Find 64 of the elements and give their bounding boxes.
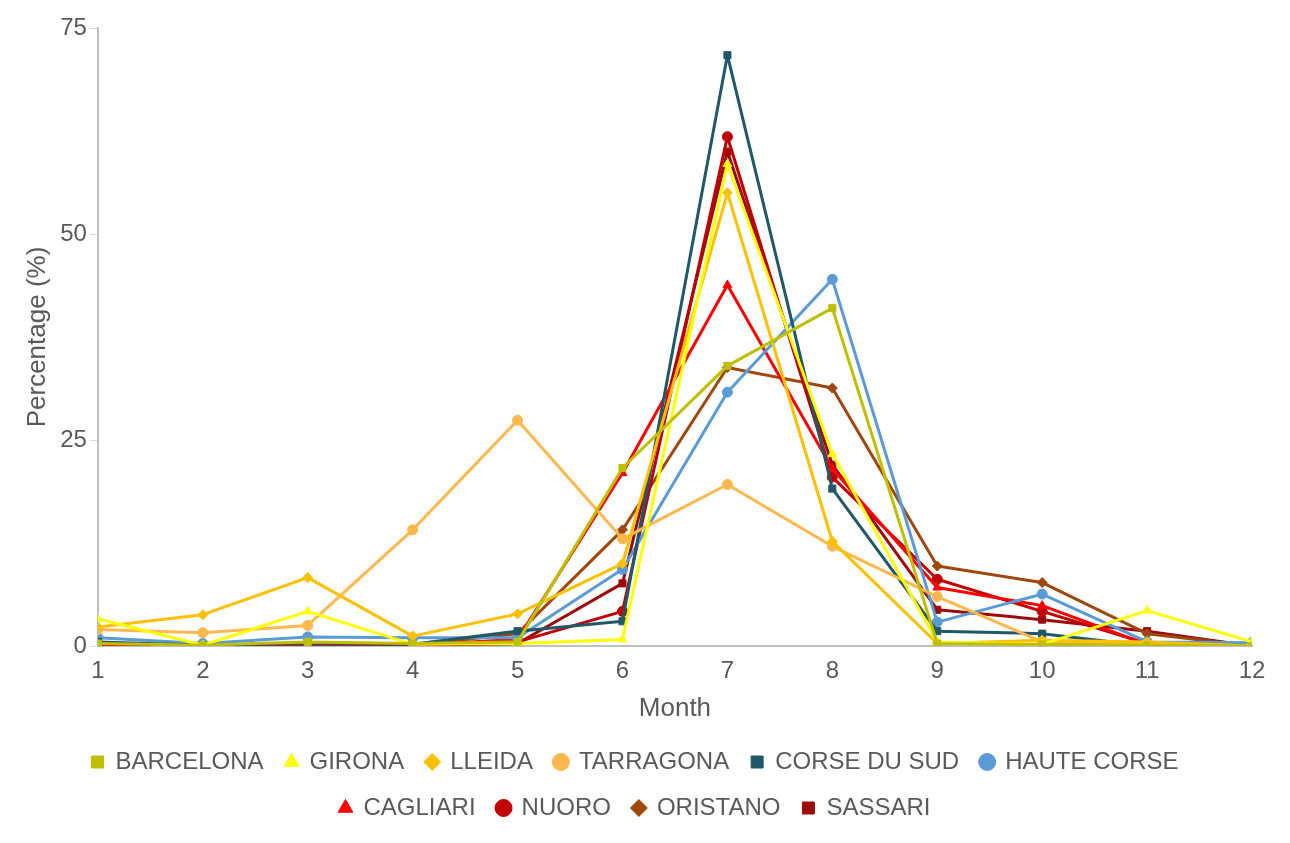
y-axis-title: Percentage (%) bbox=[20, 246, 51, 428]
y-tick-label: 25 bbox=[60, 424, 87, 452]
point bbox=[827, 448, 838, 458]
legend-label: CORSE DU SUD bbox=[775, 746, 960, 774]
point bbox=[1038, 615, 1047, 624]
point bbox=[302, 619, 314, 631]
point bbox=[826, 382, 838, 394]
x-tick-label: 11 bbox=[1134, 656, 1160, 684]
point bbox=[302, 605, 313, 615]
point bbox=[828, 484, 837, 493]
x-tick-label: 4 bbox=[405, 656, 420, 684]
point bbox=[512, 608, 524, 620]
legend-label: GIRONA bbox=[309, 746, 405, 774]
point bbox=[512, 414, 524, 426]
y-tick-label: 75 bbox=[60, 12, 87, 40]
y-tick-label: 0 bbox=[73, 630, 87, 658]
x-tick-label: 8 bbox=[825, 656, 840, 684]
legend-label: BARCELONA bbox=[115, 746, 264, 774]
x-tick-label: 5 bbox=[510, 656, 525, 684]
x-tick-label: 9 bbox=[930, 656, 944, 684]
point bbox=[618, 463, 627, 473]
point bbox=[618, 579, 627, 588]
point bbox=[616, 533, 628, 545]
legend-label: TARRAGONA bbox=[578, 746, 730, 774]
x-tick-label: 1 bbox=[91, 656, 105, 684]
x-axis-title: Month bbox=[638, 691, 712, 722]
point bbox=[617, 633, 628, 643]
point bbox=[931, 591, 943, 603]
legend-label: CAGLIARI bbox=[363, 792, 476, 820]
legend-label: ORISTANO bbox=[656, 792, 781, 820]
point bbox=[722, 158, 733, 167]
x-tick-label: 10 bbox=[1028, 656, 1056, 684]
point bbox=[931, 616, 943, 628]
point bbox=[931, 560, 943, 572]
point bbox=[513, 627, 522, 636]
x-tick-label: 12 bbox=[1238, 656, 1266, 684]
legend-label: NUORO bbox=[521, 792, 611, 820]
point bbox=[828, 304, 837, 313]
point bbox=[723, 51, 732, 60]
point bbox=[616, 558, 628, 570]
x-tick-label: 3 bbox=[301, 656, 315, 684]
point bbox=[722, 279, 733, 289]
point bbox=[1036, 577, 1048, 589]
point bbox=[721, 386, 733, 398]
point bbox=[197, 609, 209, 621]
point bbox=[1036, 588, 1048, 600]
point bbox=[1142, 605, 1152, 614]
point bbox=[721, 131, 733, 143]
legend-label: LLEIDA bbox=[450, 746, 533, 774]
legend-label: HAUTE CORSE bbox=[1005, 746, 1179, 774]
point bbox=[302, 572, 314, 584]
point bbox=[407, 524, 419, 536]
point bbox=[826, 535, 838, 547]
point bbox=[1037, 600, 1047, 609]
point bbox=[1038, 629, 1047, 638]
x-tick-label: 6 bbox=[615, 656, 630, 684]
point bbox=[826, 273, 838, 285]
legend-label: SASSARI bbox=[826, 792, 931, 820]
x-tick-label: 2 bbox=[196, 656, 210, 684]
point bbox=[932, 582, 943, 591]
x-tick-label: 7 bbox=[720, 656, 735, 684]
point bbox=[721, 479, 733, 490]
y-tick-label: 50 bbox=[60, 218, 87, 246]
point bbox=[197, 627, 209, 639]
